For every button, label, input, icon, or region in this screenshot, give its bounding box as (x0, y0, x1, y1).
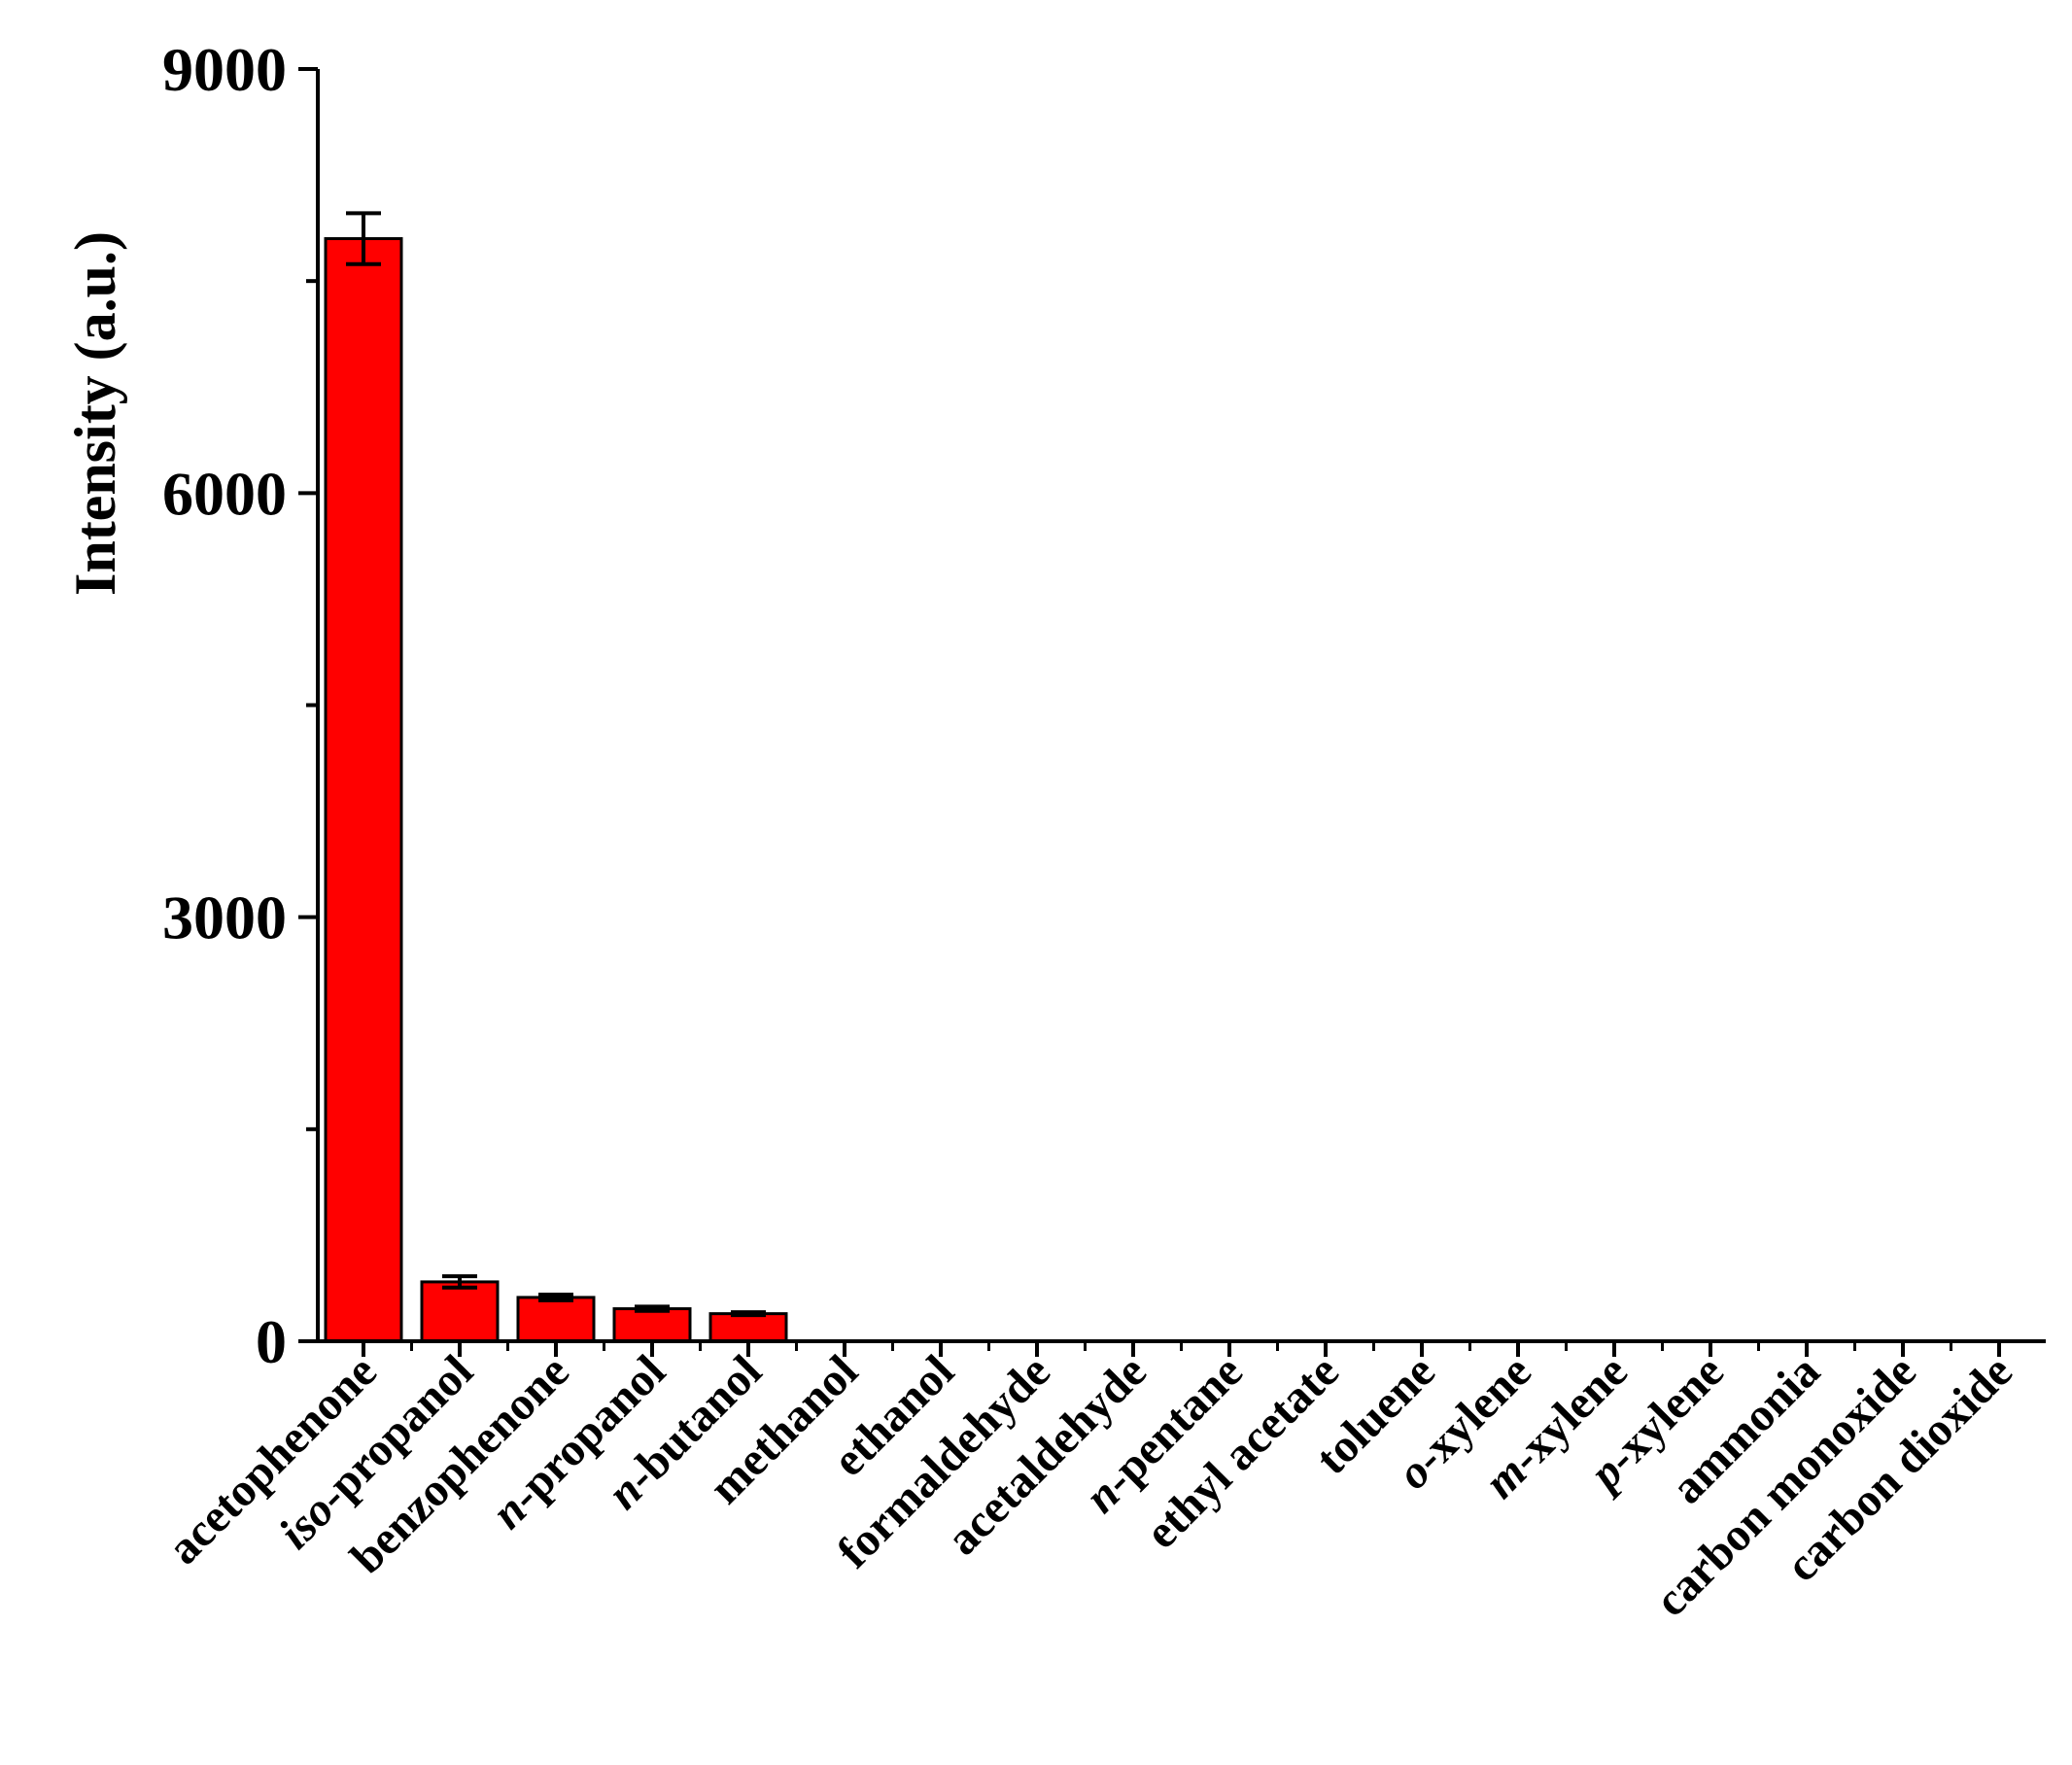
y-tick-label: 3000 (162, 883, 287, 952)
labels-layer: 0300060009000acetophenoneiso-propanolben… (157, 35, 2021, 1627)
bar (324, 237, 403, 1343)
y-tick-label: 9000 (162, 35, 287, 104)
bar (516, 1296, 596, 1343)
bar (612, 1307, 692, 1343)
bars-layer (324, 211, 788, 1343)
axes-layer (298, 67, 2046, 1357)
y-axis-label: Intensity (a.u.) (63, 231, 127, 596)
y-tick-label: 0 (256, 1307, 287, 1376)
y-tick-label: 6000 (162, 459, 287, 528)
bar (708, 1312, 788, 1343)
bar (420, 1280, 500, 1343)
